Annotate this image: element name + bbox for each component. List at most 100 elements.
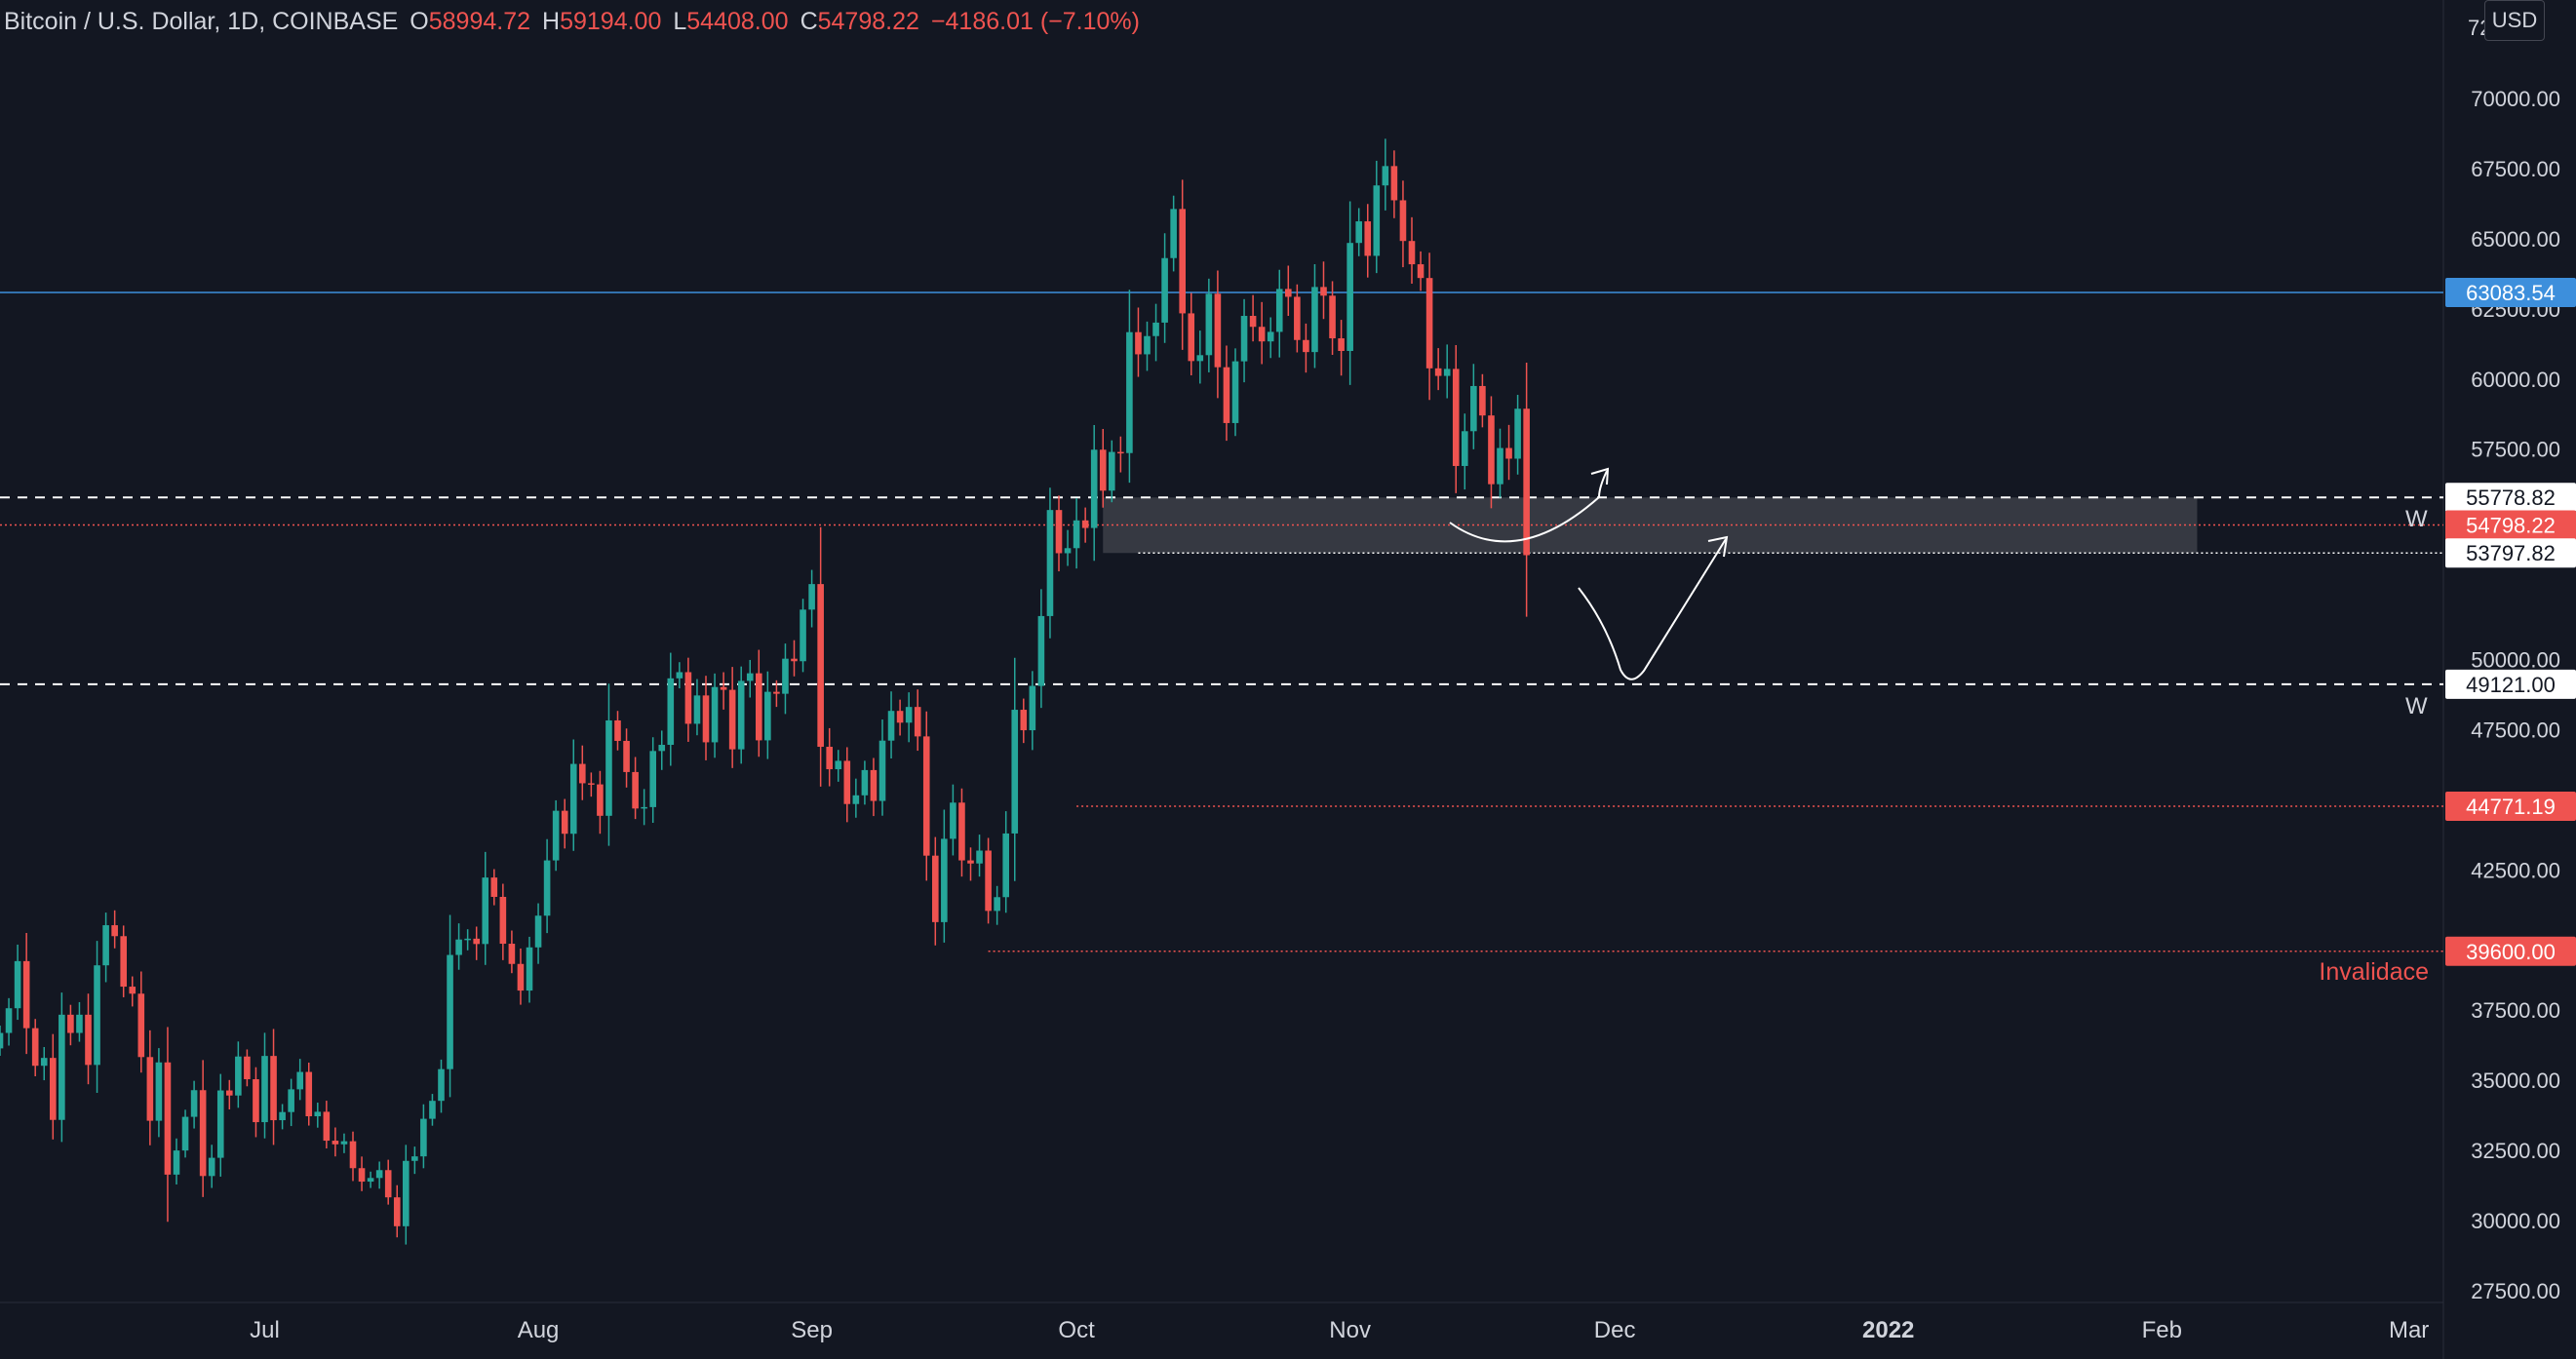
candle-body (499, 896, 507, 945)
date-tick-label: Oct (1058, 1317, 1095, 1343)
candle-body (1081, 520, 1089, 528)
horizontal-levels-layer (0, 291, 2443, 952)
candle-body (684, 672, 692, 724)
candle-body (199, 1090, 207, 1177)
price-tick-label: 37500.00 (2471, 998, 2560, 1023)
candle-body (1020, 710, 1028, 731)
candle-body (1434, 368, 1442, 376)
price-tick-label: 60000.00 (2471, 368, 2560, 392)
candle-body (367, 1178, 374, 1183)
price-tag-label: 44771.19 (2466, 795, 2556, 819)
candle-body (896, 711, 904, 723)
candle-body (1109, 451, 1115, 491)
price-tag-label: 54798.22 (2466, 513, 2556, 537)
candle-body (216, 1090, 224, 1158)
candle-body (985, 850, 992, 912)
candle-body (667, 678, 675, 746)
candle-body (658, 745, 666, 752)
candle-body (508, 944, 516, 964)
candle-body (173, 1150, 180, 1175)
symbol-header: Bitcoin / U.S. Dollar, 1D, COINBASE O5899… (4, 8, 1140, 36)
candle-body (482, 877, 489, 945)
price-tag-bg (2445, 669, 2576, 699)
candle-body (728, 689, 736, 750)
high-label: H (542, 8, 561, 35)
price-tag-label: 63083.54 (2466, 281, 2556, 305)
candle-body (1355, 221, 1362, 244)
candle-body (164, 1062, 172, 1175)
candle-body (1002, 833, 1009, 898)
price-axis[interactable]: 70000.0067500.0065000.0062500.0060000.00… (2468, 16, 2560, 1303)
date-tick-label: Aug (518, 1317, 560, 1343)
candle-body (1073, 520, 1080, 549)
candle-body (994, 897, 1000, 912)
candle-body (702, 695, 710, 743)
candle-body (1479, 385, 1486, 416)
date-tick-label: 2022 (1862, 1317, 1914, 1343)
low-value: 54408.00 (686, 8, 789, 35)
candle-body (102, 925, 109, 966)
candle-body (411, 1156, 418, 1161)
candle-body (305, 1071, 313, 1117)
candle-body (1135, 331, 1142, 355)
bounce-curve-arrow (1449, 470, 1608, 543)
candle-body (181, 1116, 189, 1151)
candle-body (190, 1090, 198, 1117)
candle-body (808, 584, 815, 610)
time-axis[interactable]: Jul Aug Sep Oct Nov Dec 2022 Feb Mar (250, 1317, 2429, 1343)
w-upper-label: W (2405, 506, 2428, 532)
candle-body (447, 954, 453, 1069)
candle-body (155, 1062, 163, 1121)
candle-body (226, 1090, 233, 1096)
invalidation-label: Invalidace (2319, 958, 2429, 986)
candle-body (835, 760, 842, 770)
price-tag-label: 49121.00 (2466, 673, 2556, 697)
price-tick-label: 30000.00 (2471, 1209, 2560, 1233)
price-tick-label: 32500.00 (2471, 1139, 2560, 1163)
candle-body (1205, 293, 1213, 356)
candle-body (649, 751, 656, 807)
candle-body (1320, 287, 1327, 296)
candle-body (1382, 166, 1389, 186)
candle-body (932, 855, 939, 922)
candle-body (1196, 355, 1204, 362)
candle-body (1258, 327, 1266, 342)
candle-body (1408, 241, 1416, 265)
candle-body (1029, 685, 1036, 731)
candle-body (1117, 451, 1124, 454)
candle-body (146, 1057, 154, 1121)
candle-body (1417, 264, 1425, 279)
candle-body (490, 877, 498, 897)
candle-body (59, 1014, 65, 1120)
date-tick-label: Sep (791, 1317, 833, 1343)
candle-body (1523, 408, 1530, 556)
candle-body (393, 1197, 401, 1226)
candle-body (641, 806, 647, 809)
candle-body (623, 740, 630, 772)
candle-body (1311, 287, 1318, 353)
candle-body (605, 719, 612, 816)
dip-v-arrow (1578, 538, 1727, 680)
candle-body (976, 850, 983, 864)
candle-body (561, 810, 568, 835)
w-lower-label: W (2405, 693, 2428, 719)
candle-body (137, 993, 145, 1058)
date-tick-label: Jul (250, 1317, 280, 1343)
price-tick-label: 70000.00 (2471, 87, 2560, 111)
candle-body (1399, 200, 1407, 242)
price-tick-label: 35000.00 (2471, 1068, 2560, 1093)
candle-body (922, 736, 930, 856)
price-tick-label: 50000.00 (2471, 648, 2560, 673)
candle-body (14, 960, 21, 1009)
currency-button[interactable]: USD (2484, 0, 2545, 41)
candle-body (244, 1056, 251, 1080)
candle-body (94, 965, 100, 1066)
candle-body (552, 810, 560, 861)
candle-body (1425, 278, 1433, 369)
close-value: 54798.22 (817, 8, 919, 35)
candle-body (464, 938, 471, 941)
candle-body (1390, 166, 1398, 201)
candle-body (403, 1160, 410, 1226)
candle-body (800, 609, 806, 662)
